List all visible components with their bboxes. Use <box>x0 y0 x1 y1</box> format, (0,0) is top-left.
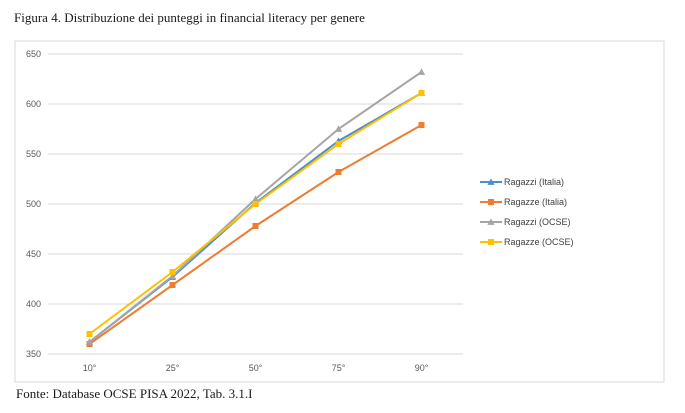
y-tick-label: 500 <box>26 199 41 209</box>
data-point <box>334 125 343 132</box>
y-axis-ticks: 350 400 450 500 550 600 650 <box>26 49 41 359</box>
figure-source: Fonte: Database OCSE PISA 2022, Tab. 3.1… <box>16 386 253 401</box>
legend-label: Ragazzi (OCSE) <box>504 217 571 227</box>
x-axis-ticks: 10° 25° 50° 75° 90° <box>83 363 429 373</box>
data-point <box>418 90 425 96</box>
figure-title: Figura 4. Distribuzione dei punteggi in … <box>14 10 365 25</box>
y-tick-label: 450 <box>26 249 41 259</box>
series-3 <box>86 90 425 337</box>
legend-item: Ragazze (Italia) <box>480 197 567 207</box>
legend-swatch-marker <box>488 239 494 245</box>
y-tick-label: 350 <box>26 349 41 359</box>
x-tick-label: 25° <box>166 363 180 373</box>
data-point <box>86 331 93 337</box>
data-point <box>169 269 176 275</box>
y-tick-label: 650 <box>26 49 41 59</box>
legend-item: Ragazzi (Italia) <box>480 177 564 187</box>
legend: Ragazzi (Italia) Ragazze (Italia) Ragazzi … <box>480 177 574 247</box>
legend-swatch-marker <box>487 218 495 225</box>
x-tick-label: 10° <box>83 363 97 373</box>
legend-swatch-marker <box>488 199 494 205</box>
x-tick-label: 50° <box>249 363 263 373</box>
data-point <box>85 338 94 345</box>
legend-item: Ragazze (OCSE) <box>480 237 574 247</box>
data-point <box>335 169 342 175</box>
y-tick-label: 400 <box>26 299 41 309</box>
y-tick-label: 600 <box>26 99 41 109</box>
data-point <box>251 195 260 202</box>
legend-item: Ragazzi (OCSE) <box>480 217 571 227</box>
legend-label: Ragazze (Italia) <box>504 197 567 207</box>
legend-label: Ragazze (OCSE) <box>504 237 574 247</box>
y-tick-label: 550 <box>26 149 41 159</box>
data-point <box>252 223 259 229</box>
series-2 <box>85 68 426 345</box>
data-point <box>417 68 426 75</box>
data-point <box>168 272 177 279</box>
data-point <box>252 201 259 207</box>
data-point <box>169 282 176 288</box>
series-lines <box>85 68 426 347</box>
data-point <box>418 122 425 128</box>
x-tick-label: 75° <box>332 363 346 373</box>
data-point <box>335 141 342 147</box>
legend-label: Ragazzi (Italia) <box>504 177 564 187</box>
chart-area-border <box>14 40 665 383</box>
legend-swatch-marker <box>487 178 495 185</box>
x-tick-label: 90° <box>415 363 429 373</box>
